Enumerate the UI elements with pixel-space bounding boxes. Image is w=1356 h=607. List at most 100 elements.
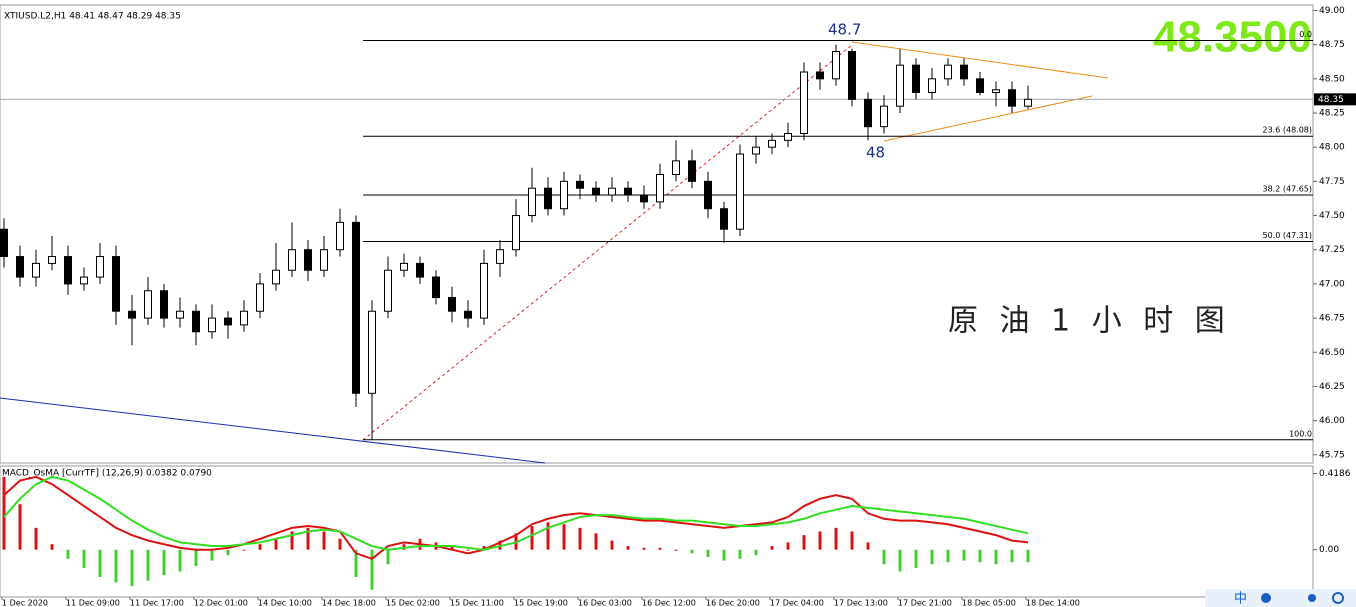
histogram-bar	[338, 538, 342, 550]
ime-moon[interactable]	[1261, 593, 1271, 603]
histogram-bar	[946, 549, 950, 563]
histogram-bar	[578, 527, 582, 550]
histogram-bar	[178, 549, 182, 572]
candle-body	[928, 78, 936, 93]
candle-body	[352, 221, 360, 394]
candle-body	[800, 71, 808, 135]
x-tick-label: 15 Dec 11:00	[450, 599, 504, 607]
histogram-bar	[82, 549, 86, 568]
fib-label: 23.6 (48.08)	[1263, 126, 1313, 135]
candle-body	[416, 262, 424, 278]
histogram-bar	[274, 538, 278, 550]
candle-body	[176, 310, 184, 319]
candle-body	[992, 89, 1000, 93]
big-price: 48.3500	[1153, 13, 1312, 62]
candle-body	[336, 221, 344, 251]
candle-body	[480, 262, 488, 319]
candle-body	[448, 297, 456, 312]
histogram-bar	[834, 527, 838, 550]
candle-body	[368, 310, 376, 394]
candle-body	[704, 180, 712, 210]
low-label: 48	[866, 144, 885, 162]
chart-caption: 原 油 1 小 时 图	[948, 304, 1231, 339]
candle-body	[544, 187, 552, 210]
candle-body	[192, 310, 200, 333]
histogram-bar	[226, 549, 230, 556]
fib-label: 0.0	[1299, 30, 1312, 39]
candle-body	[912, 64, 920, 93]
candle-body	[224, 317, 232, 326]
candle-body	[48, 256, 56, 264]
histogram-bar	[306, 527, 310, 550]
candle-body	[304, 249, 312, 271]
candle-body	[256, 283, 264, 312]
x-tick-label: 18 Dec 14:00	[1026, 599, 1080, 607]
y-tick-label: 0.4186	[1319, 469, 1351, 479]
candle-body	[608, 187, 616, 196]
candle-body	[384, 269, 392, 312]
candle-body	[496, 249, 504, 264]
candle-body	[432, 276, 440, 299]
histogram-bar	[978, 549, 982, 563]
ime-user[interactable]	[1308, 594, 1316, 602]
ime-mode[interactable]: 中	[1234, 592, 1247, 607]
candle-body	[784, 133, 792, 141]
candle-body	[528, 187, 536, 217]
ime-toolbar[interactable]	[1205, 589, 1356, 607]
histogram-bar	[114, 549, 118, 583]
histogram-bar	[610, 540, 614, 550]
histogram-bar	[850, 531, 854, 550]
histogram-bar	[786, 542, 790, 550]
histogram-bar	[530, 526, 534, 550]
x-tick-label: 14 Dec 10:00	[258, 599, 312, 607]
candle-body	[832, 50, 840, 80]
histogram-bar	[370, 549, 374, 590]
candle-body	[752, 146, 760, 155]
x-tick-label: 16 Dec 12:00	[642, 599, 696, 607]
candle-body	[112, 256, 120, 312]
fib-base-line	[362, 44, 853, 441]
y-tick-label: 46.00	[1319, 416, 1345, 426]
candle-body	[720, 208, 728, 230]
y-tick-label: 47.75	[1319, 177, 1345, 187]
histogram-bar	[722, 549, 726, 561]
histogram-bar	[18, 504, 22, 550]
candle-body	[0, 228, 8, 258]
candle-body	[688, 160, 696, 182]
macd-line	[3, 475, 1029, 560]
histogram-bar	[98, 549, 102, 577]
histogram-bar	[290, 531, 294, 550]
candle-body	[512, 215, 520, 251]
candle-body	[32, 262, 40, 278]
histogram-bar	[546, 522, 550, 550]
candle-body	[1024, 98, 1032, 107]
fib-label: 50.0 (47.31)	[1263, 231, 1313, 240]
x-tick-label: 15 Dec 02:00	[386, 599, 440, 607]
macd-title: MACD_OsMA [CurrTF] (12,26,9) 0.0382 0.07…	[2, 469, 212, 479]
y-tick-label: 49.00	[1319, 6, 1345, 16]
ime-settings[interactable]	[1332, 592, 1344, 604]
candle-body	[624, 187, 632, 196]
histogram-bar	[706, 549, 710, 557]
trend-line	[0, 397, 546, 464]
histogram-bar	[194, 549, 198, 567]
x-tick-label: 17 Dec 13:00	[834, 599, 888, 607]
x-tick-label: 17 Dec 04:00	[770, 599, 824, 607]
y-tick-label: 45.75	[1319, 450, 1345, 460]
histogram-bar	[738, 549, 742, 559]
x-tick-label: 1 Dec 2020	[2, 599, 48, 607]
histogram-bar	[1026, 549, 1030, 563]
histogram-bar	[994, 549, 998, 565]
candle-body	[560, 180, 568, 210]
y-tick-label: 48.00	[1319, 143, 1345, 153]
candle-body	[880, 105, 888, 128]
y-tick-label: 46.50	[1319, 348, 1345, 358]
candle-body	[1008, 89, 1016, 107]
candle-body	[944, 64, 952, 80]
current-price-label: 48.35	[1318, 95, 1344, 105]
candle-body	[464, 310, 472, 319]
histogram-bar	[146, 549, 150, 581]
histogram-bar	[466, 549, 470, 551]
histogram-bar	[818, 531, 822, 550]
x-tick-label: 18 Dec 05:00	[962, 599, 1016, 607]
